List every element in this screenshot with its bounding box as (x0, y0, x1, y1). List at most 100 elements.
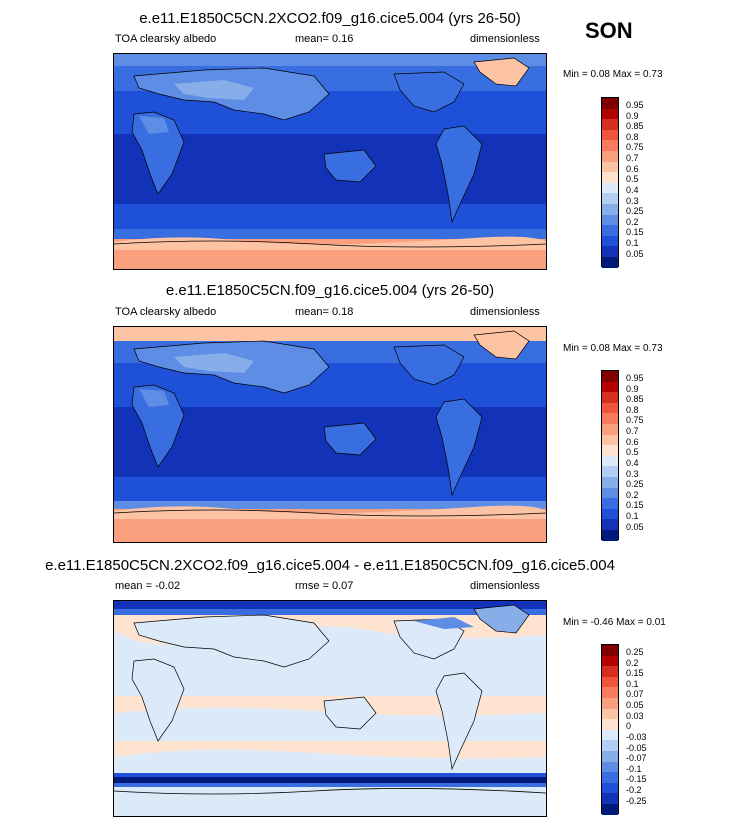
panel1-colorbar-swatch (602, 256, 618, 268)
panel2-colorbar-label: 0.6 (626, 437, 639, 447)
panel3-mean-label: mean = -0.02 (115, 580, 181, 592)
panel3-colorbar-label: 0 (626, 721, 632, 731)
panel2-colorbar-swatch (602, 476, 618, 488)
panel1-colorbar-label: 0.4 (626, 185, 639, 195)
panel3-colorbar-swatch (602, 697, 618, 709)
panel3-colorbar-swatch (602, 782, 618, 794)
panel3-colorbar-swatch (602, 729, 618, 741)
panel1-colorbar-label: 0.85 (626, 121, 644, 131)
panel3-colorbar (601, 644, 619, 815)
panel1-units-label: dimensionless (470, 33, 540, 45)
panel1-colorbar-label: 0.15 (626, 227, 644, 237)
panel1-title: e.e11.E1850C5CN.2XCO2.f09_g16.cice5.004 … (139, 10, 521, 27)
panel3-colorbar-label: 0.2 (626, 658, 639, 668)
panel2-colorbar-swatch (602, 381, 618, 393)
panel3-colorbar-swatch (602, 803, 618, 815)
panel2-colorbar-label: 0.8 (626, 405, 639, 415)
panel3-colorbar-label: -0.1 (626, 764, 642, 774)
panel2-colorbar-label: 0.3 (626, 469, 639, 479)
panel1-map (113, 53, 547, 270)
panel2-colorbar-swatch (602, 371, 618, 382)
panel1-colorbar-swatch (602, 235, 618, 247)
panel2-colorbar-label: 0.5 (626, 447, 639, 457)
panel2-colorbar-swatch (602, 487, 618, 499)
panel1-colorbar-swatch (602, 203, 618, 215)
panel3-colorbar-label: 0.05 (626, 700, 644, 710)
panel3-rmse-label: rmse = 0.07 (295, 580, 354, 592)
panel1-colorbar-label: 0.9 (626, 111, 639, 121)
panel1-colorbar-swatch (602, 225, 618, 236)
panel3-title: e.e11.E1850C5CN.2XCO2.f09_g16.cice5.004 … (45, 557, 615, 574)
panel1-colorbar-label: 0.25 (626, 206, 644, 216)
panel3-colorbar-label: -0.05 (626, 743, 647, 753)
panel2-colorbar-swatch (602, 445, 618, 456)
panel3-colorbar-label: 0.1 (626, 679, 639, 689)
panel3-colorbar-label: -0.15 (626, 774, 647, 784)
panel1-colorbar-label: 0.7 (626, 153, 639, 163)
panel1-colorbar-label: 0.3 (626, 196, 639, 206)
panel1-colorbar-label: 0.95 (626, 100, 644, 110)
panel3-colorbar-swatch (602, 676, 618, 688)
panel1-colorbar-swatch (602, 129, 618, 141)
panel3-colorbar-label: 0.03 (626, 711, 644, 721)
panel2-colorbar-swatch (602, 402, 618, 414)
panel3-colorbar-swatch (602, 740, 618, 751)
panel2-colorbar-swatch (602, 519, 618, 530)
panel2-colorbar-swatch (602, 498, 618, 509)
panel2-colorbar-swatch (602, 392, 618, 403)
panel2-colorbar-label: 0.95 (626, 373, 644, 383)
panel2-colorbar-swatch (602, 423, 618, 435)
panel1-colorbar-swatch (602, 150, 618, 162)
panel1-colorbar-swatch (602, 246, 618, 257)
panel1-colorbar-swatch (602, 161, 618, 173)
panel2-colorbar-swatch (602, 466, 618, 477)
panel1-mean-label: mean= 0.16 (295, 33, 354, 45)
panel3-map (113, 600, 547, 817)
panel2-colorbar-label: 0.05 (626, 522, 644, 532)
panel1-colorbar-label: 0.5 (626, 174, 639, 184)
panel2-units-label: dimensionless (470, 306, 540, 318)
panel3-colorbar-swatch (602, 708, 618, 720)
panel2-minmax: Min = 0.08 Max = 0.73 (563, 343, 663, 354)
panel1-colorbar-label: 0.2 (626, 217, 639, 227)
panel3-colorbar-swatch (602, 761, 618, 773)
panel2-colorbar (601, 370, 619, 541)
panel2-colorbar-label: 0.25 (626, 479, 644, 489)
panel3-colorbar-label: -0.07 (626, 753, 647, 763)
panel3-colorbar-swatch (602, 645, 618, 656)
panel1-colorbar-label: 0.1 (626, 238, 639, 248)
panel3-colorbar-label: -0.25 (626, 796, 647, 806)
panel3-colorbar-swatch (602, 719, 618, 730)
panel3-colorbar-swatch (602, 750, 618, 762)
panel3-colorbar-swatch (602, 687, 618, 698)
panel1-colorbar-swatch (602, 119, 618, 130)
panel3-colorbar-swatch (602, 793, 618, 804)
panel1-colorbar-swatch (602, 140, 618, 151)
panel2-colorbar-swatch (602, 455, 618, 467)
panel1-colorbar-swatch (602, 182, 618, 194)
season-label: SON (585, 18, 633, 43)
panel3-colorbar-swatch (602, 666, 618, 677)
panel1-colorbar-swatch (602, 98, 618, 109)
panel2-colorbar-swatch (602, 434, 618, 446)
panel3-units-label: dimensionless (470, 580, 540, 592)
panel1-colorbar-label: 0.75 (626, 142, 644, 152)
panel2-map (113, 326, 547, 543)
panel1-variable-label: TOA clearsky albedo (115, 33, 217, 45)
panel2-colorbar-label: 0.85 (626, 394, 644, 404)
panel3-colorbar-swatch (602, 772, 618, 783)
panel2-mean-label: mean= 0.18 (295, 306, 354, 318)
panel2-colorbar-label: 0.2 (626, 490, 639, 500)
panel2-colorbar-label: 0.4 (626, 458, 639, 468)
panel3-minmax: Min = -0.46 Max = 0.01 (563, 617, 666, 628)
panel3-colorbar-label: 0.07 (626, 689, 644, 699)
panel1-colorbar-swatch (602, 214, 618, 226)
panel1-colorbar-label: 0.8 (626, 132, 639, 142)
panel2-colorbar-label: 0.15 (626, 500, 644, 510)
panel1-colorbar-swatch (602, 108, 618, 120)
panel3-colorbar-swatch (602, 655, 618, 667)
panel2-colorbar-label: 0.1 (626, 511, 639, 521)
panel2-colorbar-swatch (602, 508, 618, 520)
panel2-colorbar-swatch (602, 529, 618, 541)
panel3-colorbar-label: 0.25 (626, 647, 644, 657)
